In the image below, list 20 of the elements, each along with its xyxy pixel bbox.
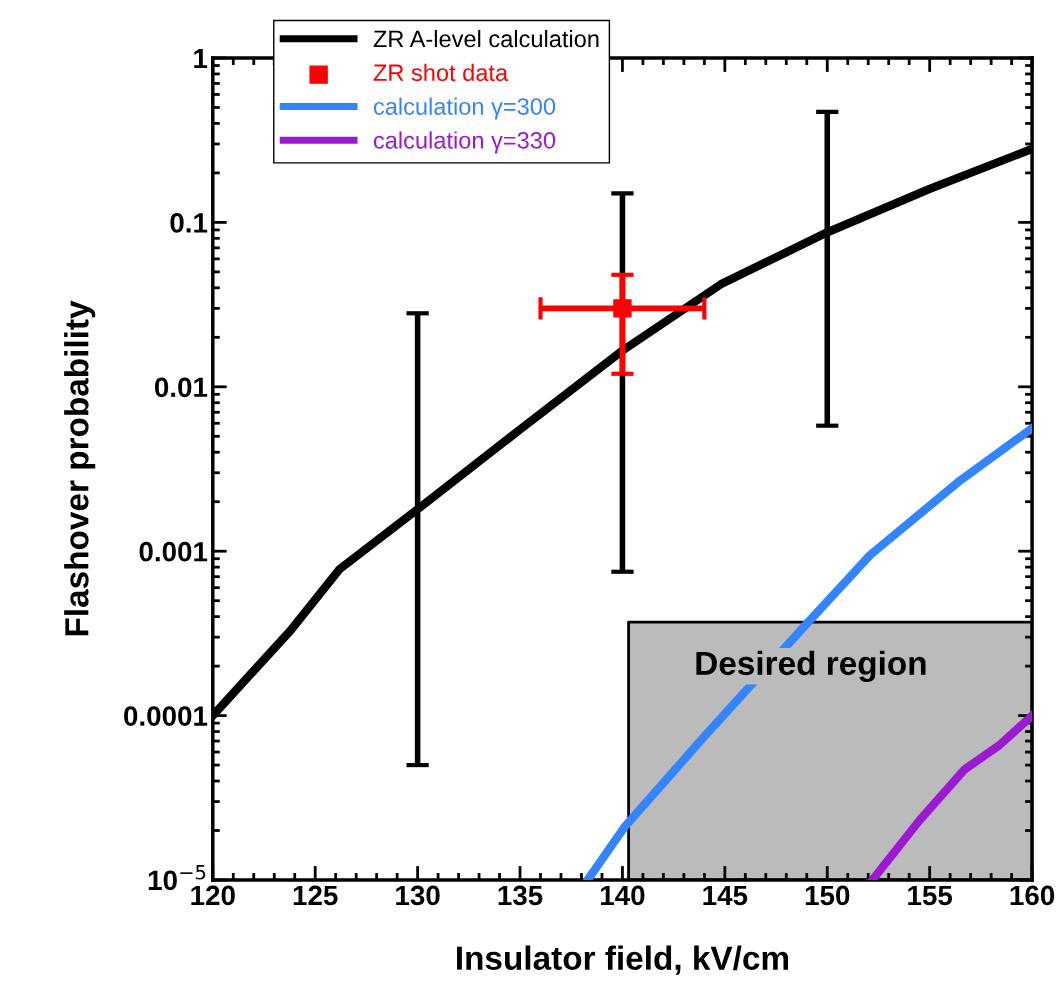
y-tick-label: 0.001 <box>139 541 208 562</box>
legend-label: calculation γ=330 <box>373 131 556 154</box>
legend-label: ZR shot data <box>373 63 509 82</box>
x-tick-label: 125 <box>293 885 338 906</box>
x-tick-label: 130 <box>396 885 440 906</box>
x-axis-title: Insulator field, kV/cm <box>457 945 789 975</box>
y-tick-label: 0.01 <box>154 377 208 398</box>
y-tick-label: 1 <box>194 48 208 69</box>
legend-label: calculation γ=300 <box>373 97 556 120</box>
x-tick-label: 140 <box>601 885 645 906</box>
x-tick-label: 160 <box>1010 885 1055 906</box>
x-tick-label: 135 <box>498 885 543 906</box>
legend-label: ZR A-level calculation <box>373 29 599 48</box>
x-tick-label: 145 <box>703 885 748 906</box>
annotation: Desired region <box>696 650 926 682</box>
x-tick-label: 155 <box>908 885 953 906</box>
y-axis-title: Flashover probability <box>64 300 96 636</box>
y-tick-label: 0.0001 <box>124 706 208 726</box>
x-tick-label: 150 <box>805 885 850 906</box>
y-tick-label: 0.1 <box>170 213 208 233</box>
